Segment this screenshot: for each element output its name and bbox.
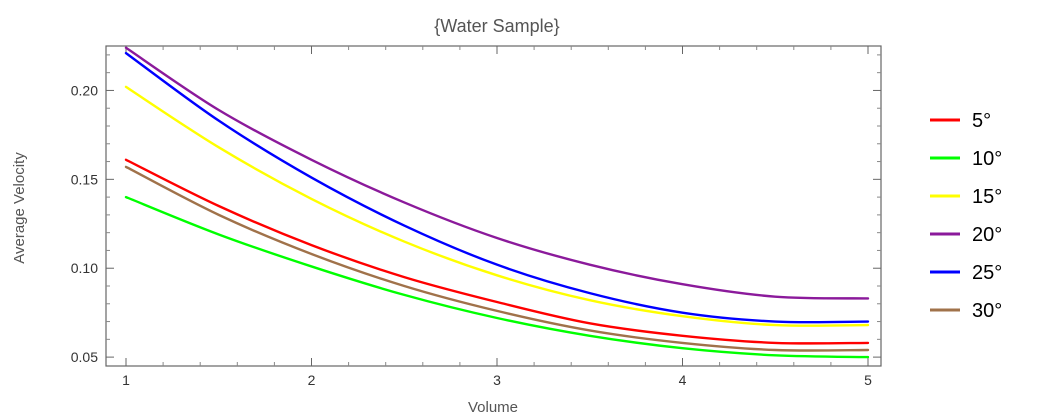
series-lines <box>124 46 870 359</box>
x-tick-label: 4 <box>679 372 687 388</box>
y-tick-label: 0.10 <box>71 260 98 276</box>
legend-label: 30° <box>972 300 1002 322</box>
y-axis-label: Average Velocity <box>11 152 28 264</box>
chart-title: {Water Sample} <box>434 16 559 36</box>
x-tick-label: 1 <box>122 372 130 388</box>
y-tick-label: 0.20 <box>71 82 98 98</box>
y-tick-label: 0.15 <box>71 171 98 187</box>
series-line-3 <box>124 46 870 300</box>
series-line-1 <box>124 195 870 359</box>
y-tick-label: 0.05 <box>71 349 98 365</box>
axis-ticks: 1 2 3 4 5 0.05 0.10 0.15 0.20 <box>71 46 881 388</box>
legend-label: 25° <box>972 262 1002 284</box>
legend-label: 15° <box>972 186 1002 208</box>
legend-label: 20° <box>972 224 1002 246</box>
x-tick-label: 2 <box>308 372 316 388</box>
x-axis-label: Volume <box>468 399 518 416</box>
plot-frame <box>105 45 882 367</box>
x-tick-label: 5 <box>864 372 872 388</box>
x-tick-label: 3 <box>493 372 501 388</box>
series-line-4 <box>124 51 870 324</box>
legend-label: 10° <box>972 148 1002 170</box>
series-line-2 <box>124 85 870 327</box>
series-line-5 <box>124 165 870 352</box>
legend-label: 5° <box>972 110 991 132</box>
legend: 5° 10° 15° 20° 25° 30° <box>930 110 1002 322</box>
series-line-0 <box>124 158 870 345</box>
